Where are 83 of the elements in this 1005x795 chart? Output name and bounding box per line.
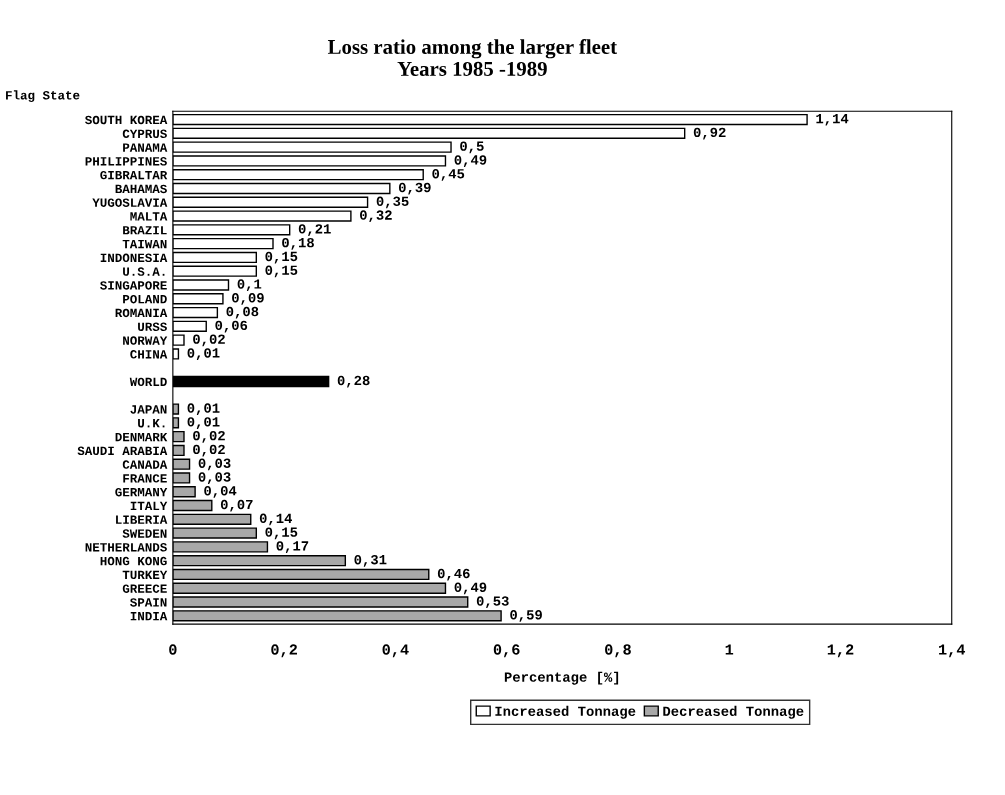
data-label: 0,45 [432, 169, 465, 181]
x-tick-label: 0,2 [271, 644, 297, 658]
data-label: 0,03 [198, 458, 231, 471]
data-label: 0,15 [265, 265, 298, 278]
y-tick-label: NORWAY [123, 336, 168, 345]
data-label: 0,01 [187, 417, 220, 429]
y-tick-label: TURKEY [122, 570, 168, 580]
y-tick-label: U.S.A. [123, 267, 165, 276]
data-label: 0,17 [276, 541, 309, 553]
data-label: 0,03 [198, 472, 231, 485]
y-tick-label: POLAND [123, 294, 167, 304]
chart-title: Loss ratio among the larger fleet Years 1985 -1989 [327, 39, 617, 76]
y-tick-label: SOUTH KOREA [85, 115, 168, 125]
data-label: 1,14 [816, 114, 849, 126]
y-tick-label: MALTA [130, 212, 168, 221]
data-label: 0,07 [220, 499, 253, 512]
y-tick-label: SAUDI ARABIA [77, 446, 168, 456]
data-label: 0,28 [337, 375, 370, 388]
legend-label: Increased Tonnage [495, 705, 636, 719]
y-tick-label: TAIWAN [122, 239, 167, 249]
y-axis-title: Flag State [6, 90, 80, 103]
data-label: 0,09 [232, 293, 264, 305]
x-tick-label: 0,4 [382, 644, 409, 658]
data-label: 0,5 [460, 141, 484, 154]
x-tick-label: 1 [725, 644, 734, 655]
data-label: 0,46 [437, 568, 470, 581]
y-tick-label: WORLD [129, 377, 167, 387]
y-tick-label: PANAMA [123, 143, 168, 152]
y-tick-label: NETHERLANDS [85, 543, 167, 552]
y-tick-label: GIBRALTAR [100, 170, 168, 180]
data-label: 0,01 [187, 403, 220, 416]
y-tick-label: INDONESIA [100, 253, 168, 263]
y-tick-label: YUGOSLAVIA [92, 198, 168, 207]
y-tick-label: LIBERIA [116, 515, 168, 524]
y-tick-label: U.K. [138, 419, 165, 428]
data-label: 0,02 [193, 444, 225, 457]
data-label: 0,59 [510, 610, 542, 622]
y-tick-label: HONG KONG [100, 556, 167, 566]
data-label: 0,02 [193, 334, 225, 347]
legend-label: Decreased Tonnage [663, 705, 804, 719]
data-label: 0,01 [187, 348, 220, 360]
y-tick-label: SPAIN [130, 598, 167, 607]
data-label: 0,53 [476, 596, 509, 609]
x-tick-label: 1,4 [939, 644, 966, 658]
data-label: 0,39 [398, 182, 431, 195]
data-label: 0,32 [360, 210, 392, 223]
y-tick-label: DENMARK [115, 432, 168, 442]
data-label: 0,02 [193, 430, 225, 443]
x-tick-label: 0,8 [605, 644, 631, 658]
y-tick-label: GERMANY [115, 487, 168, 497]
data-label: 0,49 [454, 582, 487, 595]
y-tick-label: SWEDEN [122, 529, 167, 538]
y-tick-label: BRAZIL [123, 226, 167, 235]
data-label: 0,49 [454, 155, 487, 167]
y-tick-label: CHINA [130, 350, 168, 359]
data-label: 0,15 [265, 251, 298, 264]
y-tick-label: SINGAPORE [100, 281, 167, 290]
data-label: 0,21 [298, 224, 331, 236]
data-label: 0,18 [282, 237, 314, 250]
y-tick-label: FRANCE [123, 474, 167, 483]
y-tick-label: CANADA [122, 460, 168, 469]
data-label: 0,14 [259, 513, 293, 526]
data-label: 0,04 [204, 486, 237, 498]
x-axis-title: Percentage [%] [504, 671, 619, 685]
y-tick-label: PHILIPPINES [85, 157, 167, 166]
y-tick-label: CYPRUS [122, 129, 167, 139]
x-tick-label: 0,6 [493, 644, 520, 658]
y-tick-label: ITALY [130, 501, 168, 511]
data-label: 0,15 [265, 527, 298, 540]
y-tick-label: ROMANIA [115, 308, 168, 318]
data-label: 0,08 [226, 306, 259, 319]
y-tick-label: GREECE [122, 584, 167, 593]
data-label: 0,31 [354, 554, 387, 567]
y-tick-label: BAHAMAS [115, 184, 167, 194]
y-tick-label: INDIA [130, 612, 168, 621]
data-label: 0,06 [215, 320, 248, 333]
x-tick-label: 1,2 [827, 644, 854, 658]
data-label: 0,35 [376, 196, 409, 209]
y-tick-label: JAPAN [130, 405, 167, 414]
y-tick-label: URSS [138, 322, 167, 331]
data-label: 0,1 [237, 279, 262, 292]
x-tick-label: 0 [169, 644, 177, 655]
data-label: 0,92 [693, 127, 726, 140]
